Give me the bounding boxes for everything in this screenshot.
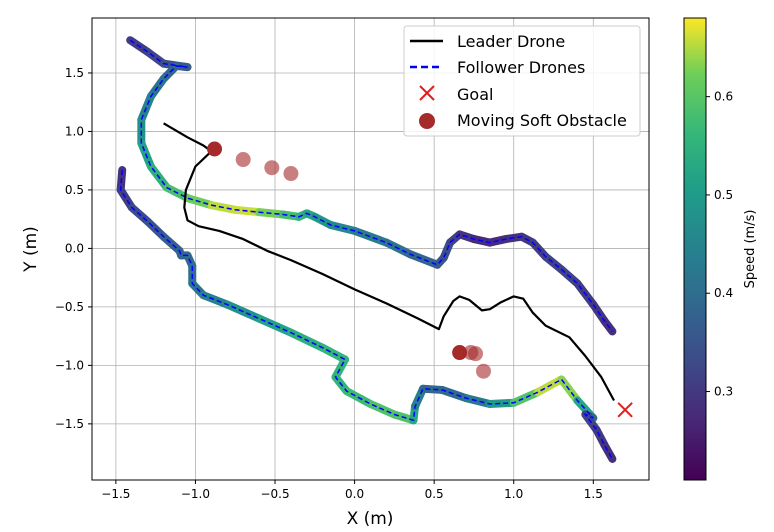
y-tick-label: 1.5 bbox=[65, 66, 84, 80]
x-axis-label: X (m) bbox=[347, 509, 394, 529]
x-tick-label: −0.5 bbox=[260, 487, 289, 501]
legend-box bbox=[403, 25, 641, 137]
follower-speed-segment bbox=[438, 385, 470, 403]
obstacle-marker bbox=[475, 363, 491, 379]
colorbar-label: Speed (m/s) bbox=[743, 210, 758, 289]
x-tick-label: −1.5 bbox=[101, 487, 130, 501]
colorbar-tick-label: 0.3 bbox=[714, 385, 733, 399]
x-tick-label: 1.5 bbox=[584, 487, 603, 501]
goal-layer bbox=[617, 402, 633, 418]
y-tick-label: −0.5 bbox=[55, 300, 84, 314]
y-axis-ticks: 1.5 1.0 0.5 0.0 −0.5 −1.0 −1.5 bbox=[55, 66, 92, 431]
obstacle-marker bbox=[264, 160, 280, 176]
colorbar-gradient bbox=[683, 17, 707, 481]
colorbar-tick-label: 0.6 bbox=[714, 90, 733, 104]
obstacle-marker bbox=[235, 152, 251, 168]
leader-path bbox=[163, 122, 615, 402]
goal-marker bbox=[617, 402, 633, 418]
x-axis-ticks: −1.5 −1.0 −0.5 0.0 0.5 1.0 1.5 bbox=[101, 480, 603, 501]
plot-frame bbox=[91, 17, 650, 481]
colorbar: 0.6 0.5 0.4 0.3 Speed (m/s) bbox=[683, 17, 758, 481]
obstacle-marker bbox=[207, 141, 223, 157]
follower-paths bbox=[116, 36, 617, 463]
follower-line bbox=[119, 170, 614, 460]
leader-line bbox=[163, 122, 615, 402]
obstacle-marker bbox=[468, 346, 484, 362]
x-tick-label: 0.0 bbox=[345, 487, 364, 501]
obstacles-layer bbox=[207, 141, 491, 379]
legend: Leader Drone Follower Drones Goal Moving… bbox=[403, 25, 641, 137]
obstacle-marker bbox=[452, 345, 468, 361]
legend-follower-label: Follower Drones bbox=[457, 58, 585, 77]
legend-obstacle-label: Moving Soft Obstacle bbox=[457, 111, 627, 130]
y-tick-label: −1.0 bbox=[55, 358, 84, 372]
y-axis-label: Y (m) bbox=[21, 226, 41, 273]
y-tick-label: 0.5 bbox=[65, 183, 84, 197]
y-tick-label: −1.5 bbox=[55, 417, 84, 431]
x-tick-label: −1.0 bbox=[181, 487, 210, 501]
follower-speed-segment bbox=[461, 394, 494, 408]
legend-obstacle-swatch bbox=[419, 113, 435, 129]
legend-goal-label: Goal bbox=[457, 85, 493, 104]
colorbar-tick-label: 0.5 bbox=[714, 188, 733, 202]
y-tick-label: 0.0 bbox=[65, 241, 84, 255]
legend-leader-label: Leader Drone bbox=[457, 32, 565, 51]
obstacle-marker bbox=[283, 166, 299, 182]
legend-goal-swatch bbox=[419, 85, 435, 101]
x-tick-label: 0.5 bbox=[425, 487, 444, 501]
follower-speed-segment bbox=[199, 291, 232, 309]
y-tick-label: 1.0 bbox=[65, 124, 84, 138]
follower-line bbox=[129, 39, 613, 332]
x-tick-label: 1.0 bbox=[504, 487, 523, 501]
colorbar-tick-label: 0.4 bbox=[714, 286, 733, 300]
colorbar-ticks: 0.6 0.5 0.4 0.3 bbox=[706, 90, 733, 399]
